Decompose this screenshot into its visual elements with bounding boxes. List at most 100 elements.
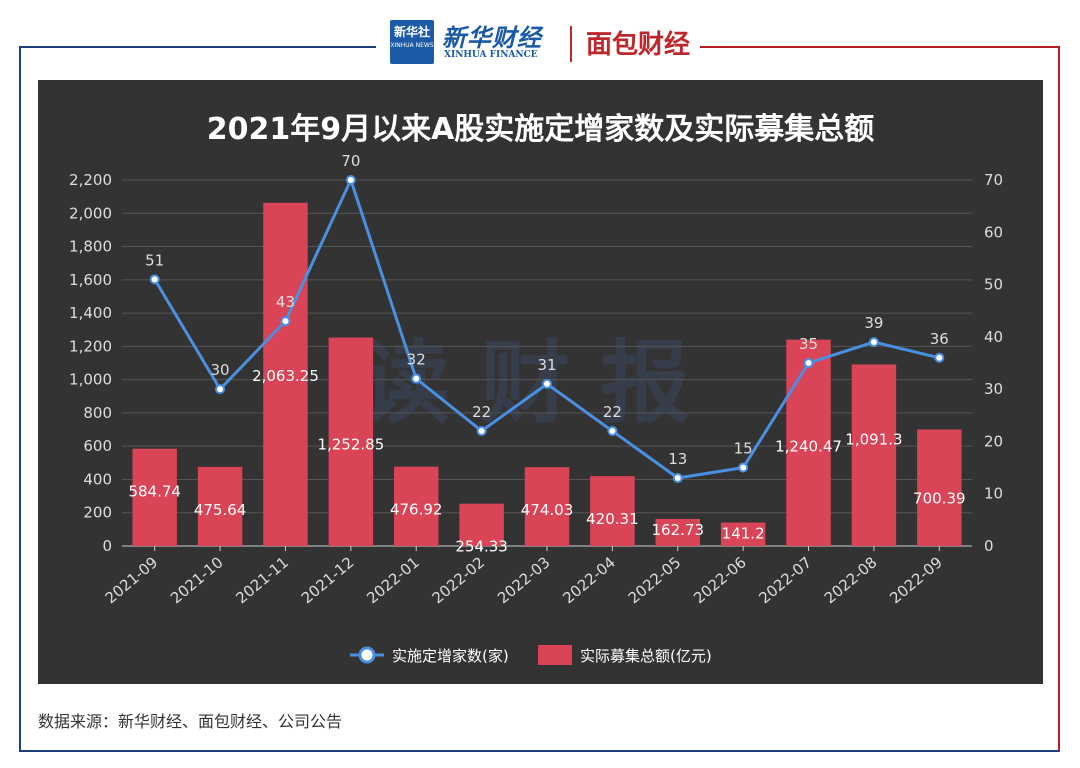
x-tick-label: 2022-09	[886, 553, 946, 607]
y-left-tick-label: 1,400	[69, 304, 112, 322]
bar-data-label: 141.2	[722, 525, 765, 543]
frame-left-border	[19, 46, 21, 752]
line-point	[868, 337, 879, 348]
bar	[786, 339, 831, 546]
xinhua-finance-en: XINHUA FINANCE	[444, 50, 538, 60]
bar	[917, 429, 962, 546]
bar-data-label: 1,240.47	[775, 438, 842, 456]
bar	[524, 467, 570, 546]
y-left-tick-label: 600	[83, 437, 112, 455]
bar-data-label: 1,252.85	[317, 436, 384, 454]
y-left-tick-label: 1,200	[69, 337, 112, 355]
y-left-tick-label: 1,600	[69, 271, 112, 289]
mianbao-logo: 面包财经	[586, 30, 691, 60]
frame-right-border	[1058, 46, 1060, 752]
legend-bar-label: 实际募集总额(亿元)	[580, 647, 712, 665]
y-right-tick-label: 30	[984, 380, 1003, 398]
bar-data-label: 475.64	[194, 501, 247, 519]
xinhua-badge-logo: 新华社 XINHUA NEWS	[390, 20, 434, 64]
y-left-tick-label: 0	[102, 537, 112, 555]
line-data-label: 30	[211, 361, 230, 379]
x-tick-label: 2022-06	[690, 553, 750, 607]
line-data-label: 31	[537, 356, 556, 374]
bar-data-label: 700.39	[913, 489, 966, 507]
y-right-tick-label: 10	[984, 485, 1003, 503]
bar-data-label: 254.33	[455, 538, 508, 556]
y-right-tick-label: 60	[984, 223, 1003, 241]
y-left-tick-label: 200	[83, 504, 112, 522]
xinhua-badge-sub: XINHUA NEWS	[390, 42, 434, 49]
y-right-tick-label: 0	[984, 537, 994, 555]
frame-top-right-border	[700, 46, 1060, 48]
x-tick-label: 2022-02	[429, 553, 489, 607]
xinhua-finance-logo: 新华财经	[442, 23, 542, 52]
legend-line-label: 实施定增家数(家)	[392, 647, 509, 665]
bar-data-label: 2,063.25	[252, 367, 319, 385]
line-data-label: 22	[472, 403, 491, 421]
bar-data-label: 584.74	[128, 483, 181, 501]
line-point	[672, 473, 683, 484]
bar-data-label: 474.03	[521, 501, 574, 519]
x-tick-label: 2021-09	[102, 553, 162, 607]
frame-bottom-border	[19, 750, 1059, 752]
y-left-tick-label: 1,000	[69, 371, 112, 389]
y-left-tick-label: 400	[83, 470, 112, 488]
bar-data-label: 162.73	[652, 521, 705, 539]
y-right-tick-label: 70	[984, 171, 1003, 189]
xinhua-badge-text: 新华社	[393, 25, 430, 39]
bar-data-label: 476.92	[390, 501, 443, 519]
line-data-label: 15	[734, 440, 753, 458]
line-data-label: 51	[145, 251, 164, 269]
line-data-label: 32	[407, 351, 426, 369]
x-tick-label: 2022-01	[363, 553, 423, 607]
line-data-label: 36	[930, 330, 949, 348]
bar	[197, 466, 243, 546]
line-data-label: 13	[668, 450, 687, 468]
y-left-tick-label: 1,800	[69, 238, 112, 256]
line-point	[215, 384, 226, 395]
combo-chart: 02004006008001,0001,2001,4001,6001,8002,…	[69, 152, 1003, 665]
chart-title: 2021年9月以来A股实施定增家数及实际募集总额	[206, 112, 875, 147]
y-right-tick-label: 50	[984, 276, 1003, 294]
legend-line-marker	[358, 646, 376, 664]
line-data-label: 70	[341, 152, 360, 170]
line-point	[476, 425, 487, 436]
bar	[590, 476, 635, 546]
bar	[263, 202, 308, 546]
bar-data-label: 1,091.3	[845, 430, 902, 448]
line-data-label: 43	[276, 293, 295, 311]
x-tick-label: 2021-11	[232, 553, 292, 607]
y-right-tick-label: 40	[984, 328, 1003, 346]
bar	[720, 522, 766, 546]
bar	[655, 518, 700, 546]
x-tick-label: 2021-10	[167, 553, 227, 607]
line-point	[149, 274, 160, 285]
line-data-label: 39	[864, 314, 883, 332]
source-note: 数据来源：新华财经、面包财经、公司公告	[38, 712, 343, 731]
bar	[132, 448, 177, 546]
line-point	[738, 462, 749, 473]
bar	[394, 466, 439, 546]
bar	[851, 364, 897, 546]
y-left-tick-label: 2,000	[69, 204, 112, 222]
line-data-label: 22	[603, 403, 622, 421]
line-point	[542, 378, 552, 389]
y-right-tick-label: 20	[984, 432, 1003, 450]
line-point	[934, 352, 945, 363]
bar	[328, 337, 374, 546]
legend-bar-swatch	[538, 645, 572, 665]
line-data-label: 35	[799, 335, 818, 353]
frame-top-left-border	[19, 46, 376, 48]
line-point	[280, 316, 291, 327]
y-left-tick-label: 2,200	[69, 171, 112, 189]
x-tick-label: 2021-12	[298, 553, 358, 607]
logo-separator	[570, 26, 572, 62]
bar-data-label: 420.31	[586, 510, 639, 528]
line-point	[411, 373, 422, 384]
x-tick-label: 2022-05	[625, 553, 685, 607]
header-logos: 新华社 XINHUA NEWS 新华财经 XINHUA FINANCE 面包财经	[390, 14, 700, 66]
bar	[459, 503, 504, 546]
x-tick-label: 2022-04	[559, 553, 619, 607]
line-point	[345, 175, 356, 185]
x-tick-label: 2022-08	[821, 553, 881, 607]
